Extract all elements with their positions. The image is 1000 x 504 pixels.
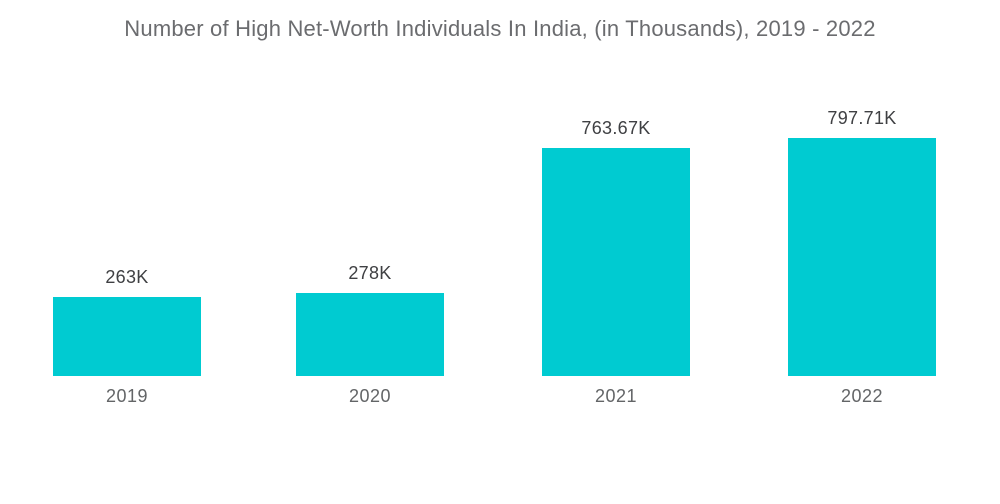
bar-group-2020: 278K 2020: [247, 263, 493, 406]
bar-group-2022: 797.71K 2022: [739, 108, 985, 406]
x-axis-tick-label: 2022: [840, 386, 884, 406]
plot-area: 263K 2019 278K 2020 763.67K 2021 797.71K 2022: [0, 108, 1000, 406]
x-axis-tick-label: 2020: [348, 386, 392, 406]
bar-group-2021: 763.67K 2021: [493, 118, 739, 406]
bar-group-2019: 263K 2019: [4, 267, 250, 406]
bar-value-label: 797.71K: [827, 108, 897, 128]
bar-value-label: 763.67K: [581, 118, 651, 138]
chart-title: Number of High Net-Worth Individuals In …: [124, 16, 876, 41]
x-axis-tick-label: 2021: [594, 386, 638, 406]
bar-2019: [53, 297, 201, 376]
x-axis-tick-label: 2019: [105, 386, 149, 406]
bar-value-label: 278K: [348, 263, 392, 283]
bar-2020: [296, 293, 444, 376]
bar-value-label: 263K: [105, 267, 149, 287]
bar-2022: [788, 138, 936, 376]
bar-2021: [542, 148, 690, 376]
